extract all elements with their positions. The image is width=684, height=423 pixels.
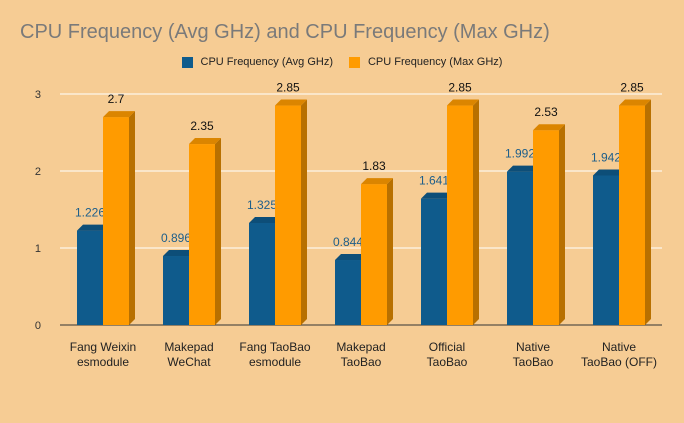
bar-max-4 bbox=[447, 105, 473, 325]
bar-side-max-1 bbox=[215, 138, 221, 325]
x-tick-label-6-1: TaoBao (OFF) bbox=[581, 355, 657, 369]
data-label-avg-6: 1.942 bbox=[591, 150, 621, 164]
bar-avg-2 bbox=[249, 222, 275, 325]
data-label-max-5: 2.53 bbox=[534, 105, 558, 119]
bar-side-max-4 bbox=[473, 99, 479, 325]
bar-top-avg-0 bbox=[77, 224, 109, 231]
chart-title: CPU Frequency (Avg GHz) and CPU Frequenc… bbox=[20, 21, 550, 43]
bar-top-avg-4 bbox=[421, 192, 453, 199]
bar-max-5 bbox=[533, 130, 559, 325]
x-tick-label-0-1: esmodule bbox=[77, 355, 129, 369]
bar-max-3 bbox=[361, 184, 387, 325]
bar-top-avg-5 bbox=[507, 165, 539, 172]
data-label-avg-0: 1.226 bbox=[75, 206, 105, 220]
bar-top-avg-3 bbox=[335, 254, 367, 261]
x-tick-label-2-1: esmodule bbox=[249, 355, 301, 369]
bar-max-6 bbox=[619, 105, 645, 325]
bar-side-max-2 bbox=[301, 99, 307, 325]
y-tick-label-2: 2 bbox=[35, 166, 41, 178]
data-label-avg-1: 0.896 bbox=[161, 231, 191, 245]
data-label-max-3: 1.83 bbox=[362, 159, 386, 173]
x-tick-label-0-0: Fang Weixin bbox=[70, 340, 136, 354]
bar-top-max-2 bbox=[275, 99, 307, 106]
bar-top-avg-6 bbox=[593, 169, 625, 176]
legend-swatch-max bbox=[348, 56, 360, 68]
bar-top-avg-2 bbox=[249, 216, 281, 223]
bar-top-max-5 bbox=[533, 124, 565, 131]
y-tick-label-3: 3 bbox=[35, 89, 41, 101]
chart-legend: CPU Frequency (Avg GHz) CPU Frequency (M… bbox=[0, 56, 684, 68]
x-tick-label-1-1: WeChat bbox=[167, 355, 211, 369]
bar-max-0 bbox=[103, 117, 129, 325]
bar-avg-1 bbox=[163, 256, 189, 325]
data-label-max-2: 2.85 bbox=[276, 81, 300, 95]
x-tick-label-3-1: TaoBao bbox=[341, 355, 382, 369]
data-label-max-4: 2.85 bbox=[448, 81, 472, 95]
bar-side-max-5 bbox=[559, 124, 565, 325]
y-tick-label-0: 0 bbox=[35, 320, 41, 332]
bar-top-max-1 bbox=[189, 138, 221, 145]
legend-swatch-avg bbox=[181, 56, 193, 68]
data-label-avg-5: 1.992 bbox=[505, 147, 535, 161]
data-label-max-0: 2.7 bbox=[108, 92, 125, 106]
bar-side-max-0 bbox=[129, 111, 135, 325]
x-tick-label-6-0: Native bbox=[602, 340, 636, 354]
x-tick-label-4-0: Official bbox=[429, 340, 465, 354]
bar-max-1 bbox=[189, 144, 215, 325]
data-label-avg-3: 0.844 bbox=[333, 235, 363, 249]
bar-max-2 bbox=[275, 105, 301, 325]
bar-top-max-3 bbox=[361, 178, 393, 185]
legend-item-max[interactable]: CPU Frequency (Max GHz) bbox=[348, 56, 503, 68]
bar-side-max-6 bbox=[645, 99, 651, 325]
x-tick-label-4-1: TaoBao bbox=[427, 355, 468, 369]
bar-avg-4 bbox=[421, 198, 447, 325]
bar-avg-5 bbox=[507, 171, 533, 325]
bar-top-max-6 bbox=[619, 99, 651, 106]
data-label-max-1: 2.35 bbox=[190, 119, 214, 133]
x-tick-label-5-0: Native bbox=[516, 340, 550, 354]
legend-label-max: CPU Frequency (Max GHz) bbox=[367, 56, 503, 68]
data-label-avg-4: 1.641 bbox=[419, 174, 449, 188]
y-tick-label-1: 1 bbox=[35, 243, 41, 255]
bar-top-max-4 bbox=[447, 99, 479, 106]
bar-avg-0 bbox=[77, 230, 103, 325]
x-tick-label-1-0: Makepad bbox=[164, 340, 213, 354]
legend-label-avg: CPU Frequency (Avg GHz) bbox=[200, 56, 333, 68]
x-tick-label-5-1: TaoBao bbox=[513, 355, 554, 369]
x-tick-label-3-0: Makepad bbox=[336, 340, 385, 354]
bar-side-max-3 bbox=[387, 178, 393, 325]
bar-top-max-0 bbox=[103, 111, 135, 118]
data-label-max-6: 2.85 bbox=[620, 81, 644, 95]
legend-item-avg[interactable]: CPU Frequency (Avg GHz) bbox=[181, 56, 333, 68]
bar-top-avg-1 bbox=[163, 250, 195, 257]
bar-avg-6 bbox=[593, 175, 619, 325]
x-tick-label-2-0: Fang TaoBao bbox=[239, 340, 310, 354]
bar-avg-3 bbox=[335, 260, 361, 325]
data-label-avg-2: 1.325 bbox=[247, 198, 277, 212]
